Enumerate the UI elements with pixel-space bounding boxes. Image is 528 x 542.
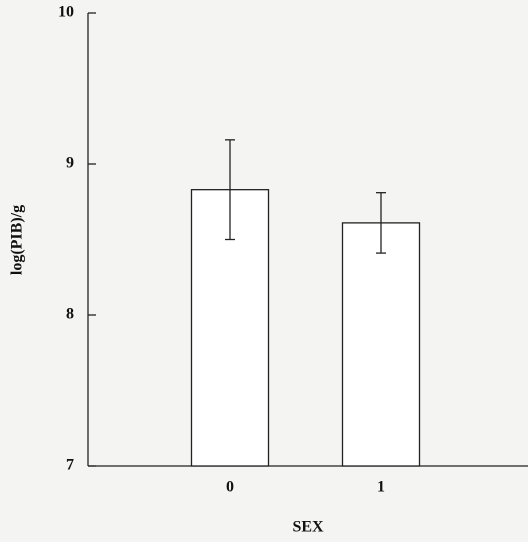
bar	[341, 222, 421, 467]
y-axis-label: log(PIB)/g	[9, 205, 26, 275]
error-bar	[376, 192, 386, 254]
x-tick-label: 0	[226, 479, 234, 496]
y-tick-label: 10	[58, 4, 74, 21]
error-bar	[225, 139, 235, 241]
y-tick-label: 9	[66, 155, 74, 172]
x-axis-label: SEX	[292, 519, 324, 536]
x-tick-label: 1	[377, 479, 385, 496]
y-tick-label: 8	[66, 306, 74, 323]
y-tick-label: 7	[66, 457, 74, 474]
